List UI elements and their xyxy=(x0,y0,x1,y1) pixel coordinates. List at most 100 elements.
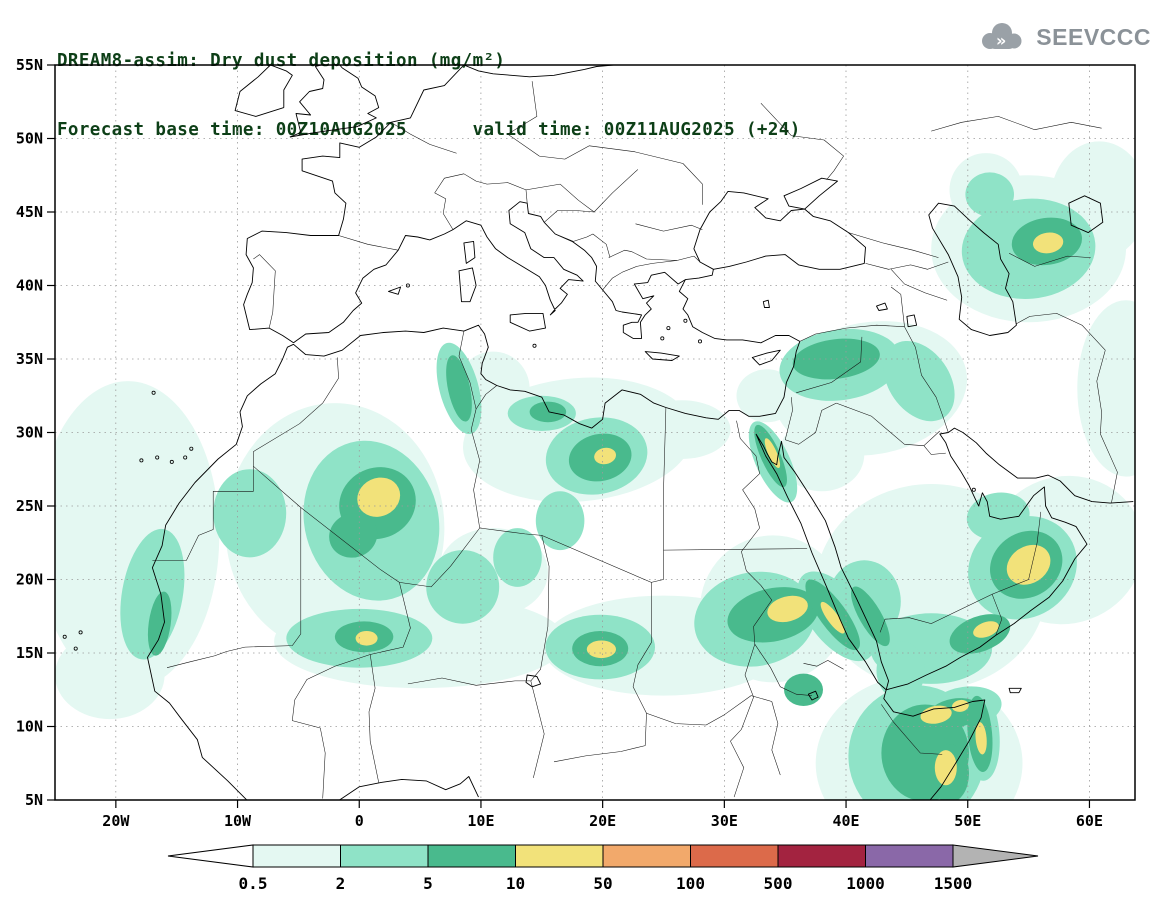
colorbar-segment-0.5 xyxy=(252,844,341,868)
island-outline xyxy=(388,286,402,295)
country-border xyxy=(803,660,844,670)
country-border xyxy=(525,189,528,204)
small-island xyxy=(666,326,671,331)
colorbar-label: 2 xyxy=(336,874,346,893)
country-border xyxy=(923,445,946,455)
dust-region-2-5 xyxy=(883,340,955,422)
country-border xyxy=(796,336,863,394)
colorbar-segment-10 xyxy=(515,844,604,868)
small-island xyxy=(698,339,703,344)
country-border xyxy=(865,261,949,270)
country-border xyxy=(771,701,781,776)
country-border xyxy=(931,116,1102,132)
axes: 55N 50N 45N 40N 35N 30N 25N 20N 15N 10N 5N 20W 10W 0 1… xyxy=(16,56,1103,830)
dust-region-5-10 xyxy=(784,673,823,706)
colorbar-above-arrow xyxy=(952,844,1039,868)
country-border xyxy=(479,527,652,583)
coastline xyxy=(783,177,838,210)
country-border xyxy=(292,720,326,799)
small-island xyxy=(405,283,410,288)
country-border xyxy=(458,331,477,410)
country-border xyxy=(651,407,667,583)
country-border xyxy=(544,210,595,223)
y-axis-label: 20N xyxy=(16,571,43,589)
small-island xyxy=(62,634,67,639)
small-island xyxy=(155,455,160,460)
coastline xyxy=(693,190,866,270)
country-border xyxy=(507,81,538,135)
y-axis-label: 45N xyxy=(16,203,43,221)
colorbar-segment-5 xyxy=(427,844,516,868)
island-outline xyxy=(1008,687,1022,694)
small-island xyxy=(532,343,537,348)
dust-region-10-50 xyxy=(920,705,952,724)
colorbar-label: 10 xyxy=(506,874,525,893)
colorbar-segment-500 xyxy=(777,844,866,868)
dust-region-2-5 xyxy=(493,528,542,587)
country-border xyxy=(635,223,703,232)
y-axis-label: 10N xyxy=(16,718,43,736)
country-border xyxy=(1096,350,1118,504)
coastline xyxy=(234,65,293,117)
country-border xyxy=(632,582,652,714)
coastline xyxy=(147,269,801,800)
colorbar-label: 5 xyxy=(423,874,433,893)
y-axis-label: 25N xyxy=(16,497,43,515)
dust-region-10-50 xyxy=(355,631,378,646)
river xyxy=(730,420,773,798)
dust-region-10-50 xyxy=(767,595,808,623)
dust-region-10-50 xyxy=(586,640,617,659)
x-axis-label: 10E xyxy=(467,812,494,830)
country-border xyxy=(555,233,611,258)
dust-region-10-50 xyxy=(594,447,617,465)
y-axis-label: 50N xyxy=(16,130,43,148)
dust-region-0.5-2 xyxy=(1077,300,1135,477)
dust-region-0.5-2 xyxy=(736,369,798,423)
dust-region-10-50 xyxy=(934,750,957,786)
chart-title: DREAM8-assim: Dry dust deposition (mg/m²… xyxy=(57,51,506,71)
small-island xyxy=(683,318,688,323)
colorbar-label: 100 xyxy=(676,874,705,893)
country-border xyxy=(390,122,457,154)
y-axis-label: 30N xyxy=(16,424,43,442)
colorbar-label: 0.5 xyxy=(239,874,268,893)
country-border xyxy=(470,385,497,529)
coastline xyxy=(755,433,890,691)
colorbar-label: 1000 xyxy=(846,874,885,893)
country-border xyxy=(253,254,276,329)
country-border xyxy=(760,103,844,180)
chart-subtitle: Forecast base time: 00Z10AUG2025 valid t… xyxy=(57,120,801,140)
country-border xyxy=(663,548,808,551)
dust-region-10-50 xyxy=(357,477,401,517)
colorbar-label: 1500 xyxy=(934,874,973,893)
x-axis-label: 30E xyxy=(711,812,738,830)
small-island xyxy=(139,458,144,463)
small-island xyxy=(660,336,665,341)
colorbar-below-arrow xyxy=(167,844,254,868)
small-island xyxy=(183,455,188,460)
coastline xyxy=(883,689,986,800)
country-border xyxy=(368,654,379,783)
country-border xyxy=(593,169,639,213)
dust-region-10-50 xyxy=(973,621,999,638)
small-island xyxy=(189,446,194,451)
colorbar-segment-100 xyxy=(690,844,779,868)
dust-contours xyxy=(55,141,1135,800)
dust-region-5-10 xyxy=(329,513,378,558)
basemap xyxy=(62,65,1134,800)
country-border xyxy=(631,251,701,263)
x-axis-label: 20W xyxy=(102,812,130,830)
y-axis-label: 35N xyxy=(16,350,43,368)
title-block: DREAM8-assim: Dry dust deposition (mg/m²… xyxy=(57,4,801,188)
country-border xyxy=(530,680,545,778)
dust-region-5-10 xyxy=(529,401,567,423)
colorbar-segment-2 xyxy=(340,844,429,868)
country-border xyxy=(338,235,399,251)
country-border xyxy=(608,249,632,258)
country-border xyxy=(166,507,302,668)
country-border xyxy=(991,511,1042,595)
dust-region-2-5 xyxy=(213,469,287,558)
island-outline xyxy=(458,267,477,303)
country-border xyxy=(646,695,772,726)
